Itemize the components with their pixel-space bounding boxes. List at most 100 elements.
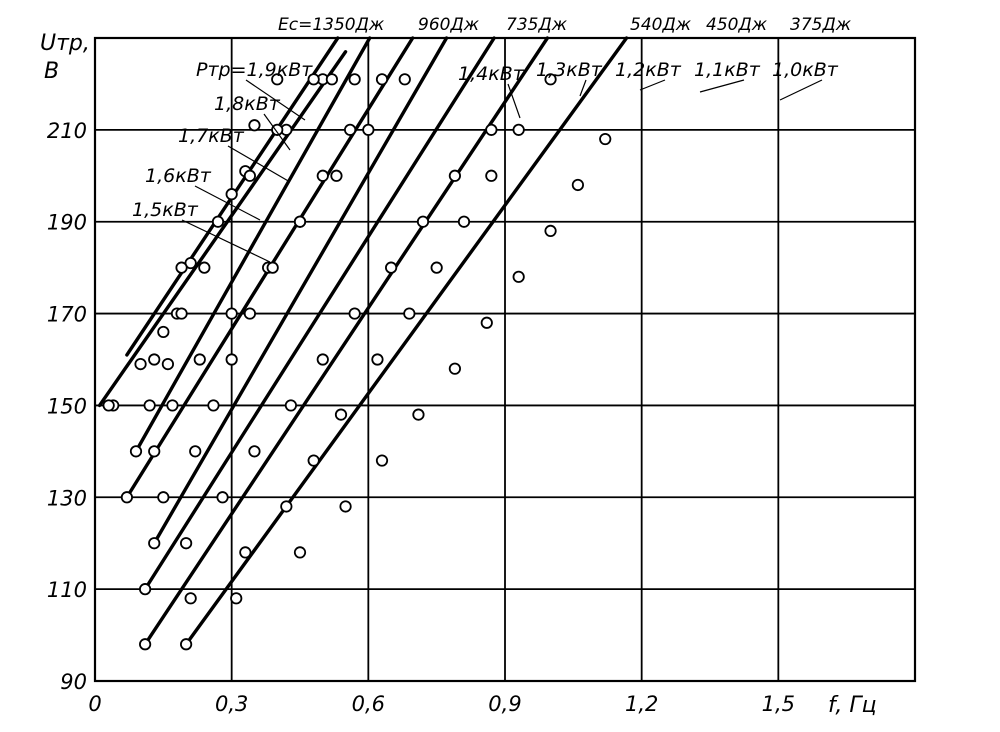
point-6-6 xyxy=(371,353,384,366)
point-1-4 xyxy=(225,188,238,201)
power-label-7: 1,2кВт xyxy=(615,59,682,81)
point-5-7 xyxy=(385,261,398,274)
power-label-6: 1,3кВт xyxy=(536,59,603,81)
point-3-0 xyxy=(120,491,133,504)
point-7-1 xyxy=(230,592,243,605)
y-tick-labels: 90 110 130 150 170 190 210 xyxy=(47,119,87,694)
y-tick-label-6: 210 xyxy=(47,119,87,143)
energy-label-1: 960Дж xyxy=(418,15,480,35)
point-4-2 xyxy=(189,445,202,458)
x-tick-label-1: 0,3 xyxy=(215,692,248,716)
curve-6 xyxy=(143,36,550,646)
power-label-1: 1,8кВт xyxy=(214,93,281,115)
point-6-3 xyxy=(280,500,293,513)
point-2-2 xyxy=(161,357,174,371)
point-5-9 xyxy=(448,169,461,182)
energy-label-5: 375Дж xyxy=(790,15,852,35)
point-3-1 xyxy=(148,445,161,458)
y-tick-label-2: 130 xyxy=(47,486,87,510)
point-4-10 xyxy=(375,73,389,86)
point-6-8 xyxy=(430,261,443,274)
power-leader-2 xyxy=(227,145,291,183)
point-6-1 xyxy=(184,592,197,605)
point-3-3 xyxy=(193,353,206,366)
point-4-8 xyxy=(316,169,329,182)
y-tick-label-1: 110 xyxy=(47,578,87,602)
point-7-7 xyxy=(480,316,493,329)
point-7-10 xyxy=(571,178,584,192)
curve-1 xyxy=(97,50,348,408)
point-5-1 xyxy=(180,537,193,550)
markers xyxy=(102,73,612,651)
x-tick-label-0: 0 xyxy=(88,692,101,716)
point-4-5 xyxy=(243,307,256,320)
x-tick-label-5: 1,5 xyxy=(762,692,795,716)
y-tick-label-5: 190 xyxy=(47,211,87,235)
power-leader-8 xyxy=(699,79,745,93)
x-tick-label-2: 0,6 xyxy=(352,692,385,716)
point-5-4 xyxy=(284,399,297,412)
point-3-7 xyxy=(330,169,343,182)
point-1-3 xyxy=(175,261,188,274)
y-axis-unit: В xyxy=(44,59,59,84)
power-label-2: 1,7кВт xyxy=(178,125,245,147)
point-4-3 xyxy=(207,399,220,412)
power-leader-1 xyxy=(263,113,291,151)
point-7-8 xyxy=(512,270,525,283)
point-4-7 xyxy=(293,215,307,228)
point-4-9 xyxy=(344,123,357,136)
point-6-12 xyxy=(544,73,557,86)
power-label-4: 1,5кВт xyxy=(132,199,199,221)
point-5-8 xyxy=(416,215,430,228)
point-7-3 xyxy=(339,500,352,513)
y-tick-label-4: 170 xyxy=(47,303,87,327)
point-1-0 xyxy=(102,399,115,412)
point-3-4 xyxy=(225,307,238,320)
energy-label-2: 735Дж xyxy=(506,15,568,35)
point-2-3 xyxy=(175,307,188,320)
point-6-5 xyxy=(334,408,348,421)
point-6-4 xyxy=(307,454,320,467)
point-4-4 xyxy=(225,353,238,366)
energy-label-3: 540Дж xyxy=(630,15,692,35)
point-7-5 xyxy=(412,408,425,421)
point-7-0 xyxy=(180,638,193,651)
power-leader-4 xyxy=(181,219,271,263)
curve-4 xyxy=(152,36,449,545)
x-axis-title: f, Гц xyxy=(828,693,877,718)
grid xyxy=(95,38,915,681)
power-leader-5 xyxy=(507,83,521,119)
point-1-1 xyxy=(134,357,147,371)
point-5-6 xyxy=(348,307,361,320)
point-2-8 xyxy=(307,73,320,86)
power-label-3: 1,6кВт xyxy=(145,165,212,187)
y-tick-label-3: 150 xyxy=(47,394,87,418)
point-2-4 xyxy=(198,261,211,274)
x-tick-labels: 0 0,3 0,6 0,9 1,2 1,5 xyxy=(88,692,795,716)
point-4-1 xyxy=(157,491,170,504)
point-2-6 xyxy=(243,169,256,182)
point-3-2 xyxy=(166,399,179,412)
point-6-0 xyxy=(139,638,152,651)
x-tick-label-4: 1,2 xyxy=(625,692,658,716)
point-2-0 xyxy=(129,445,143,458)
point-7-2 xyxy=(293,546,307,559)
y-tick-label-0: 90 xyxy=(60,670,87,694)
point-6-2 xyxy=(239,546,252,559)
energy-label-0: Eс=1350Дж xyxy=(278,15,385,35)
point-5-3 xyxy=(248,445,261,458)
point-4-6 xyxy=(266,261,279,274)
power-label-8: 1,1кВт xyxy=(694,59,761,81)
point-0-5 xyxy=(248,119,261,132)
point-2-5 xyxy=(211,215,225,228)
point-5-5 xyxy=(316,353,329,366)
point-7-11 xyxy=(599,132,612,146)
point-6-7 xyxy=(403,307,416,320)
point-2-10 xyxy=(348,73,361,86)
point-0-1 xyxy=(148,353,161,366)
point-6-9 xyxy=(457,215,471,228)
point-1-2 xyxy=(157,325,170,339)
power-leader-7 xyxy=(639,79,666,91)
plot-frame xyxy=(93,36,917,683)
